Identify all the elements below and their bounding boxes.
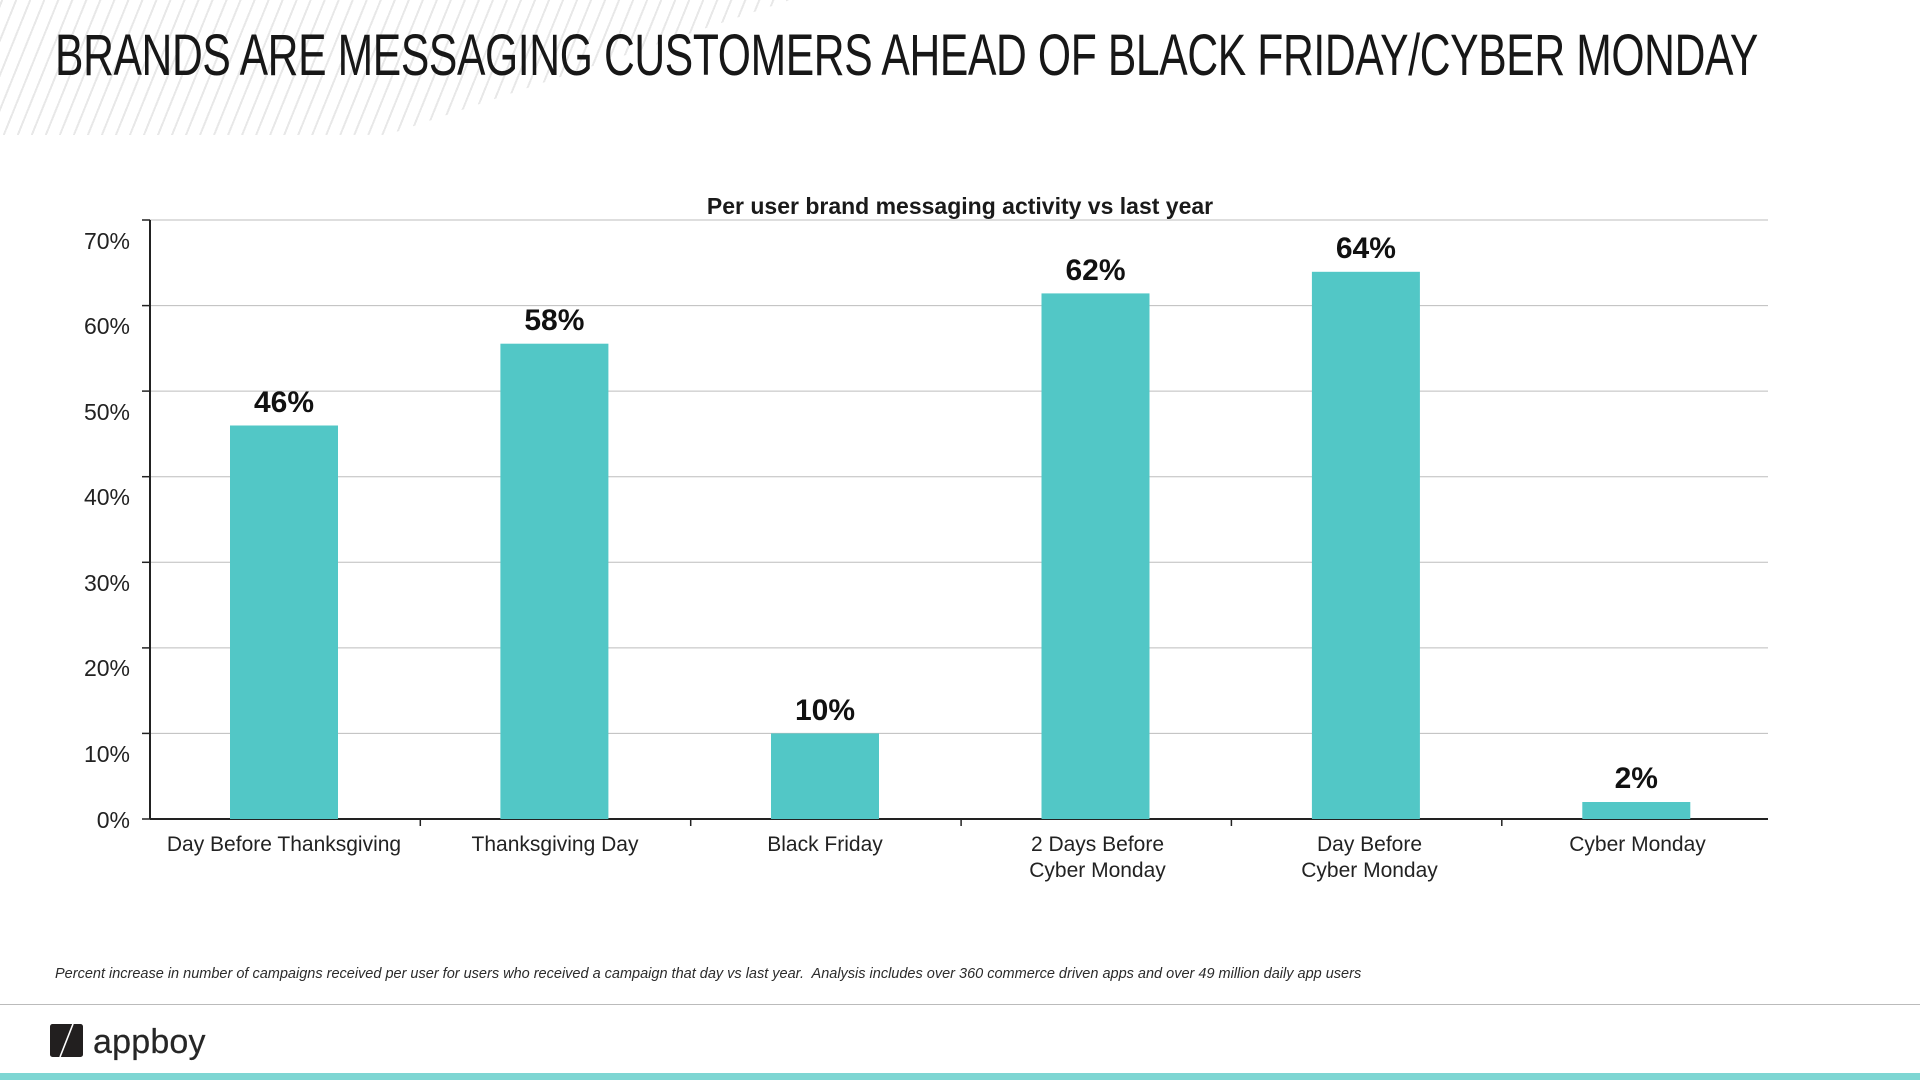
svg-text:appboy: appboy — [93, 1023, 206, 1061]
